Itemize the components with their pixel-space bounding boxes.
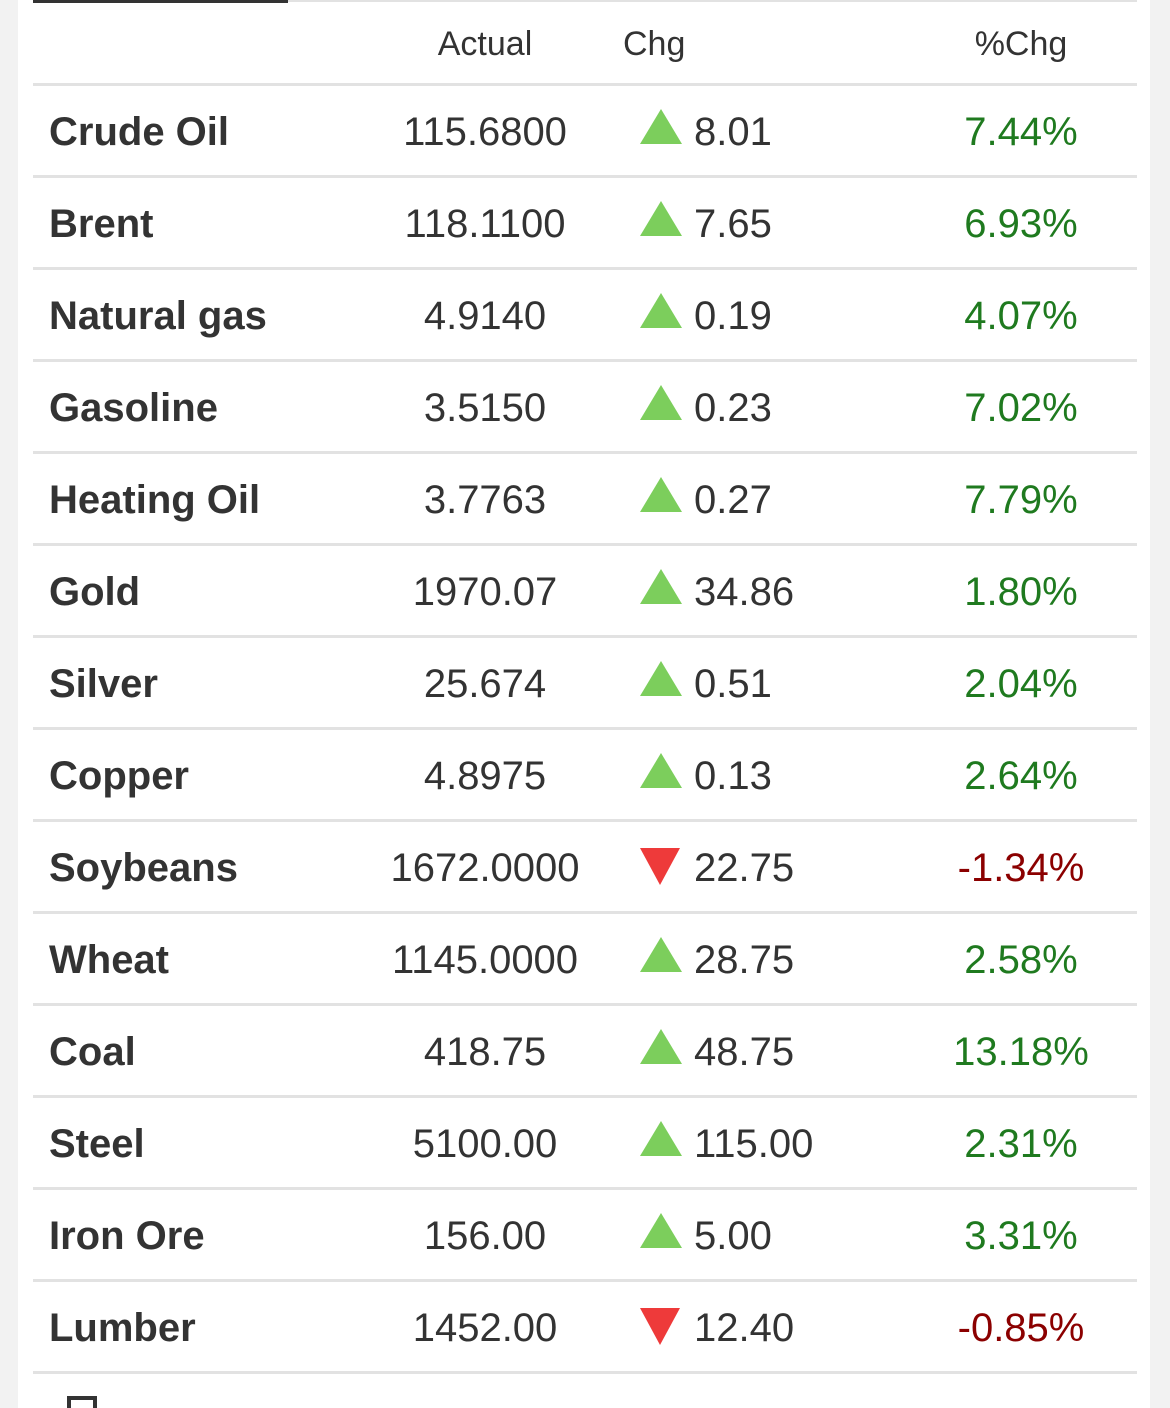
- percent-change: -1.34%: [957, 846, 1085, 890]
- actual-value: 1145.0000: [391, 938, 579, 982]
- percent-change: 2.04%: [964, 662, 1078, 706]
- change-value: 115.00: [694, 1122, 814, 1166]
- table-row[interactable]: Wheat 1145.0000 28.75 2.58%: [33, 914, 1137, 1006]
- table-row[interactable]: Iron Ore 156.00 5.00 3.31%: [33, 1190, 1137, 1282]
- commodity-name: Copper: [49, 754, 189, 798]
- actual-value: 118.1100: [404, 202, 566, 246]
- percent-change: 2.64%: [964, 754, 1078, 798]
- percent-change: 7.44%: [964, 110, 1078, 154]
- triangle-up-icon: [640, 1029, 682, 1064]
- actual-value: 3.7763: [423, 478, 547, 522]
- triangle-up-icon: [640, 385, 682, 420]
- actual-value: 156.00: [423, 1214, 547, 1258]
- percent-change: 2.31%: [964, 1122, 1078, 1166]
- actual-value: 115.6800: [403, 110, 567, 154]
- actual-value: 5100.00: [412, 1122, 558, 1166]
- commodity-name: Gasoline: [49, 386, 218, 430]
- commodity-table-body: Crude Oil 115.6800 8.01 7.44% Brent 118.…: [33, 86, 1137, 1374]
- header-actual: Actual: [437, 25, 533, 63]
- triangle-up-icon: [640, 201, 682, 236]
- percent-change: 13.18%: [953, 1030, 1089, 1074]
- percent-change: 6.93%: [964, 202, 1078, 246]
- triangle-up-icon: [640, 109, 682, 144]
- change-value: 48.75: [694, 1030, 795, 1074]
- change-value: 0.19: [694, 294, 772, 338]
- commodities-card: Actual Chg %Chg Crude Oil 115.6800 8.01 …: [18, 0, 1150, 1408]
- top-divider: [288, 0, 1137, 2]
- percent-change: 2.58%: [964, 938, 1078, 982]
- commodity-name: Iron Ore: [49, 1214, 205, 1258]
- commodity-name: Gold: [49, 570, 141, 614]
- commodity-name: Steel: [49, 1122, 145, 1166]
- table-row[interactable]: Natural gas 4.9140 0.19 4.07%: [33, 270, 1137, 362]
- triangle-down-icon: [640, 1308, 680, 1345]
- commodity-name: Lumber: [49, 1306, 196, 1350]
- actual-value: 1452.00: [412, 1306, 558, 1350]
- commodity-name: Soybeans: [49, 846, 238, 890]
- actual-value: 1672.0000: [390, 846, 580, 890]
- percent-change: 7.02%: [964, 386, 1078, 430]
- triangle-up-icon: [640, 477, 682, 512]
- actual-value: 4.8975: [423, 754, 547, 798]
- commodity-name: Brent: [49, 202, 154, 246]
- commodity-name: Wheat: [49, 938, 169, 982]
- triangle-down-icon: [640, 848, 680, 885]
- actual-value: 418.75: [423, 1030, 547, 1074]
- table-row[interactable]: Brent 118.1100 7.65 6.93%: [33, 178, 1137, 270]
- next-row-cutoff: [49, 1378, 109, 1408]
- table-row[interactable]: Copper 4.8975 0.13 2.64%: [33, 730, 1137, 822]
- percent-change: 1.80%: [964, 570, 1078, 614]
- commodity-name: Coal: [49, 1030, 136, 1074]
- triangle-up-icon: [640, 569, 682, 604]
- triangle-up-icon: [640, 753, 682, 788]
- commodity-name: Crude Oil: [49, 110, 230, 154]
- change-value: 0.23: [694, 386, 772, 430]
- triangle-up-icon: [640, 293, 682, 328]
- triangle-up-icon: [640, 1213, 682, 1248]
- table-row[interactable]: Coal 418.75 48.75 13.18%: [33, 1006, 1137, 1098]
- active-tab-indicator: [33, 0, 288, 3]
- change-value: 8.01: [694, 110, 772, 154]
- table-row[interactable]: Silver 25.674 0.51 2.04%: [33, 638, 1137, 730]
- actual-value: 1970.07: [412, 570, 558, 614]
- table-row[interactable]: Heating Oil 3.7763 0.27 7.79%: [33, 454, 1137, 546]
- change-value: 7.65: [694, 202, 772, 246]
- header-chg: Chg: [623, 25, 686, 63]
- change-value: 0.51: [694, 662, 772, 706]
- change-value: 5.00: [694, 1214, 772, 1258]
- table-row[interactable]: Gasoline 3.5150 0.23 7.02%: [33, 362, 1137, 454]
- commodity-name: Heating Oil: [49, 478, 261, 522]
- percent-change: 7.79%: [964, 478, 1078, 522]
- triangle-up-icon: [640, 1121, 682, 1156]
- actual-value: 25.674: [423, 662, 547, 706]
- commodity-name: Silver: [49, 662, 158, 706]
- triangle-up-icon: [640, 661, 682, 696]
- header-pct-chg: %Chg: [974, 25, 1068, 63]
- table-row[interactable]: Crude Oil 115.6800 8.01 7.44%: [33, 86, 1137, 178]
- table-header: Actual Chg %Chg: [33, 0, 1137, 86]
- change-value: 0.27: [694, 478, 772, 522]
- actual-value: 3.5150: [423, 386, 547, 430]
- change-value: 34.86: [694, 570, 795, 614]
- table-row[interactable]: Steel 5100.00 115.00 2.31%: [33, 1098, 1137, 1190]
- table-row[interactable]: Soybeans 1672.0000 22.75 -1.34%: [33, 822, 1137, 914]
- change-value: 22.75: [694, 846, 795, 890]
- triangle-up-icon: [640, 937, 682, 972]
- percent-change: 4.07%: [964, 294, 1078, 338]
- commodity-name: Natural gas: [49, 294, 267, 338]
- actual-value: 4.9140: [423, 294, 547, 338]
- table-row[interactable]: Gold 1970.07 34.86 1.80%: [33, 546, 1137, 638]
- table-row[interactable]: Lumber 1452.00 12.40 -0.85%: [33, 1282, 1137, 1374]
- change-value: 0.13: [694, 754, 772, 798]
- percent-change: 3.31%: [964, 1214, 1078, 1258]
- change-value: 28.75: [694, 938, 795, 982]
- percent-change: -0.85%: [957, 1306, 1085, 1350]
- change-value: 12.40: [694, 1306, 795, 1350]
